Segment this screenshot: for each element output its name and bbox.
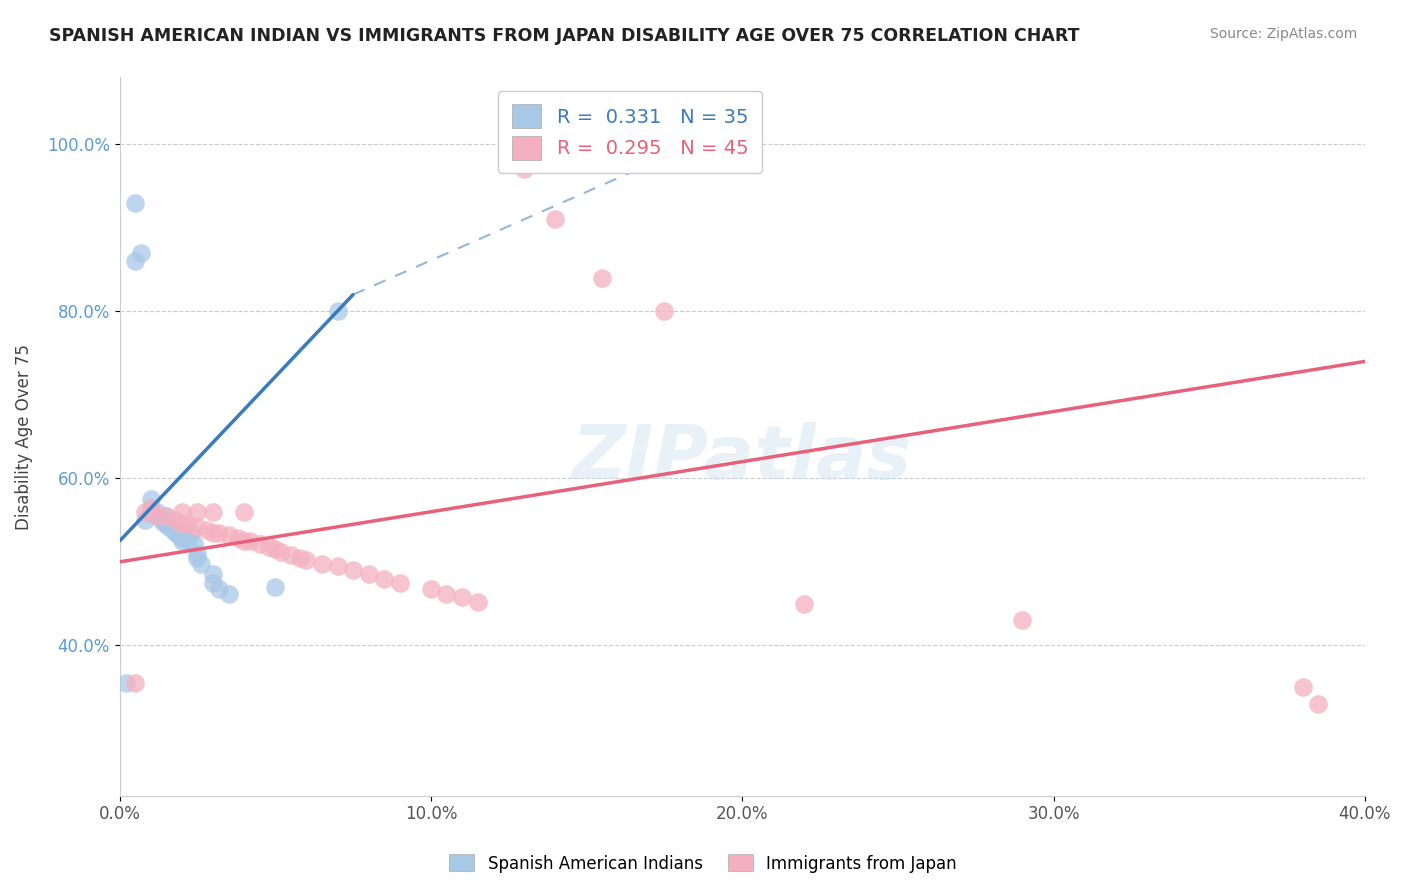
Point [264,580,287,594]
Text: Source: ZipAtlas.com: Source: ZipAtlas.com [1209,27,1357,41]
Point [218,528,240,542]
Point [1291,680,1313,694]
Point [157,520,180,534]
Point [239,534,262,549]
Point [157,515,180,529]
Point [288,550,311,565]
Point [146,505,169,519]
Point [167,528,190,542]
Point [249,536,271,550]
Point [270,545,292,559]
Point [654,304,676,318]
Point [155,517,177,532]
Point [190,557,212,571]
Point [436,587,458,601]
Point [152,515,174,529]
Point [195,523,218,537]
Point [139,500,162,515]
Text: ZIPatlas: ZIPatlas [572,422,912,495]
Point [149,511,172,525]
Point [155,517,177,532]
Point [326,559,349,574]
Point [201,505,224,519]
Point [124,195,146,210]
Point [513,162,536,177]
Point [134,505,156,519]
Point [155,508,177,523]
Point [186,547,208,561]
Point [134,513,156,527]
Point [124,254,146,268]
Point [357,567,380,582]
Point [180,525,202,540]
Point [201,567,224,582]
Point [186,550,208,565]
Point [177,517,200,532]
Point [139,507,162,521]
Point [170,517,193,532]
Point [280,548,302,562]
Text: SPANISH AMERICAN INDIAN VS IMMIGRANTS FROM JAPAN DISABILITY AGE OVER 75 CORRELAT: SPANISH AMERICAN INDIAN VS IMMIGRANTS FR… [49,27,1080,45]
Point [342,563,364,577]
Point [1011,613,1033,627]
Point [177,534,200,549]
Point [208,525,231,540]
Point [170,505,193,519]
Point [373,572,395,586]
Point [264,542,287,557]
Point [451,590,474,604]
Point [208,582,231,596]
Point [419,582,441,596]
Point [591,271,613,285]
Point [233,534,256,549]
Point [170,534,193,549]
Legend: R =  0.331   N = 35, R =  0.295   N = 45: R = 0.331 N = 35, R = 0.295 N = 45 [498,91,762,173]
Point [115,676,138,690]
Point [170,532,193,546]
Point [183,536,205,550]
Point [201,575,224,590]
Point [295,553,318,567]
Point [165,513,187,527]
Point [226,532,249,546]
Point [146,508,169,523]
Y-axis label: Disability Age Over 75: Disability Age Over 75 [15,343,32,530]
Point [131,245,153,260]
Point [186,505,208,519]
Point [165,525,187,540]
Point [544,212,567,227]
Point [388,575,411,590]
Point [311,557,333,571]
Point [467,595,489,609]
Point [186,520,208,534]
Point [139,492,162,507]
Point [155,508,177,523]
Point [233,505,256,519]
Point [139,500,162,515]
Point [162,523,184,537]
Point [124,676,146,690]
Point [257,540,280,554]
Point [165,525,187,540]
Point [1306,697,1329,711]
Point [793,597,815,611]
Point [326,304,349,318]
Point [201,525,224,540]
Legend: Spanish American Indians, Immigrants from Japan: Spanish American Indians, Immigrants fro… [443,847,963,880]
Point [218,587,240,601]
Point [146,508,169,523]
